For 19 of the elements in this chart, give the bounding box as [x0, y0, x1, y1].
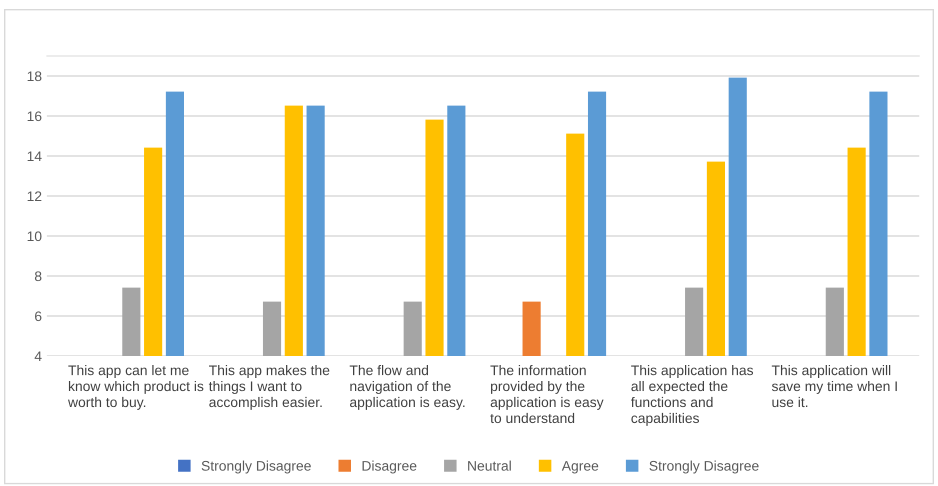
legend-label: Disagree: [362, 460, 416, 474]
y-tick-label: 16: [28, 111, 42, 122]
x-tick-label: This application will save my time when I use it.: [772, 365, 897, 408]
x-tick-label: The information provided by the application is easy to understand: [490, 365, 604, 424]
y-tick-label: 4: [34, 351, 42, 362]
y-tick-label: 8: [34, 271, 42, 282]
x-tick-label: The flow and navigation of the application is easy.: [350, 365, 464, 410]
legend-label: Neutral: [468, 460, 511, 471]
y-tick-label: 18: [28, 71, 42, 82]
y-tick-label: 14: [28, 151, 42, 162]
x-tick-label: This application has all expected the functions and capabilities: [631, 365, 754, 426]
legend-label: Strongly Disagree: [202, 460, 311, 474]
y-tick-label: 6: [35, 311, 42, 322]
x-tick-label: This app makes the things I want to accomplish easier.: [208, 365, 330, 410]
legend-label: Strongly Disagree: [649, 460, 759, 474]
y-tick-label: 12: [28, 191, 42, 202]
legend-label: Agree: [562, 461, 598, 474]
y-tick-label: 10: [28, 231, 42, 242]
x-tick-label: This app can let me know which product is worth to buy.: [68, 365, 204, 410]
